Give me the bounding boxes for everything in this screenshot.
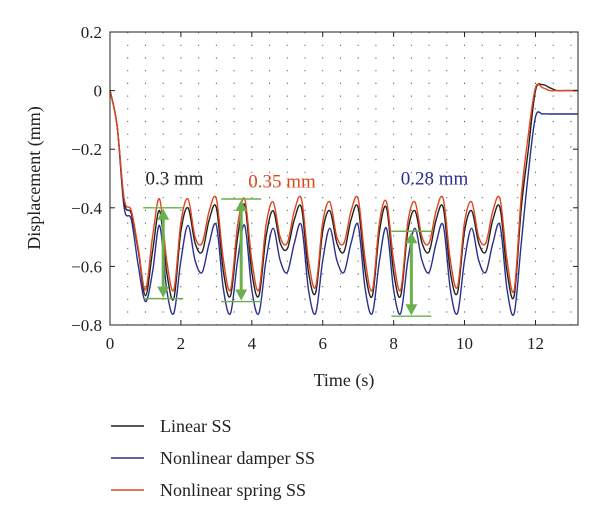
x-tick-label: 8 bbox=[389, 334, 398, 353]
legend-label-0: Linear SS bbox=[160, 416, 232, 436]
arrow-down-icon bbox=[157, 286, 170, 298]
x-tick-label: 0 bbox=[106, 334, 115, 353]
annotation-label-2: 0.28 mm bbox=[401, 169, 469, 190]
x-tick-label: 12 bbox=[527, 334, 544, 353]
y-tick-label: −0.2 bbox=[71, 140, 102, 159]
x-tick-label: 4 bbox=[248, 334, 257, 353]
x-tick-label: 2 bbox=[177, 334, 186, 353]
y-tick-label: −0.8 bbox=[71, 316, 102, 335]
arrow-down-icon bbox=[405, 304, 418, 316]
legend-label-1: Nonlinear damper SS bbox=[160, 448, 315, 468]
x-tick-label: 10 bbox=[456, 334, 473, 353]
arrow-down-icon bbox=[235, 289, 248, 301]
y-axis-title: Displacement (mm) bbox=[24, 106, 45, 249]
y-tick-label: 0.2 bbox=[81, 23, 102, 42]
series-line-1 bbox=[109, 90, 578, 316]
legend-label-2: Nonlinear spring SS bbox=[160, 480, 306, 500]
y-tick-label: 0 bbox=[94, 82, 103, 101]
y-tick-label: −0.4 bbox=[71, 199, 102, 218]
arrow-up-icon bbox=[157, 208, 170, 220]
series-line-0 bbox=[109, 83, 578, 301]
annotation-label-0: 0.3 mm bbox=[145, 169, 203, 190]
annotations: 0.3 mm 0.35 mm 0.28 mm bbox=[143, 169, 469, 317]
series-lines bbox=[109, 83, 578, 316]
arrow-up-icon bbox=[235, 200, 248, 212]
axis-ticks: 0 2 4 6 8 10 12 0.2 0 −0.2 −0.4 −0.6 −0.8 bbox=[71, 23, 578, 353]
series-line-2 bbox=[109, 83, 578, 293]
annotation-label-1: 0.35 mm bbox=[248, 171, 316, 192]
x-tick-label: 6 bbox=[318, 334, 327, 353]
plot-frame bbox=[109, 31, 579, 326]
arrow-up-icon bbox=[405, 232, 418, 244]
legend: Linear SS Nonlinear damper SS Nonlinear sp… bbox=[111, 416, 315, 500]
y-tick-label: −0.6 bbox=[71, 257, 102, 276]
x-axis-title: Time (s) bbox=[314, 370, 375, 391]
